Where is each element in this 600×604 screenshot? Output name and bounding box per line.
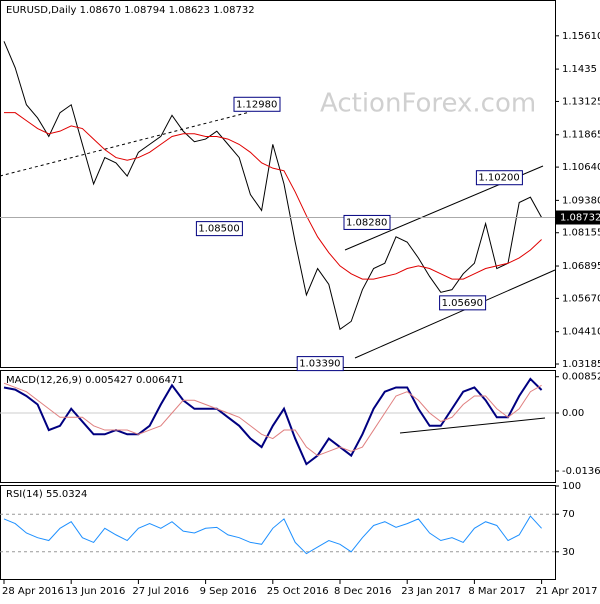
y-tick-label: 0.00 xyxy=(562,408,584,419)
annotation: 1.10200 xyxy=(478,173,519,184)
y-tick-label: 1.11865 xyxy=(562,130,600,141)
macd-trendline xyxy=(399,417,546,434)
y-tick-label: 1.06895 xyxy=(562,261,600,272)
price-pane xyxy=(0,0,556,368)
annotation-box xyxy=(475,170,523,186)
y-tick-label: 30 xyxy=(562,547,575,558)
rsi-pane xyxy=(0,485,556,580)
y-tick-label: 0.008521 xyxy=(562,372,600,383)
y-tick-label: 100 xyxy=(562,481,581,492)
x-tick-label: 23 Jan 2017 xyxy=(401,586,461,597)
annotation: 1.03390 xyxy=(299,359,340,370)
x-tick-label: 8 Dec 2016 xyxy=(334,586,392,597)
annotation: 1.08500 xyxy=(198,224,239,235)
y-tick-label: 70 xyxy=(562,509,575,520)
last-price-box xyxy=(556,210,600,225)
x-tick-label: 9 Sep 2016 xyxy=(200,586,257,597)
rsi-title: RSI(14) 55.0324 xyxy=(6,489,87,500)
annotation: 1.05690 xyxy=(442,298,483,309)
annotation-box xyxy=(195,221,243,237)
y-tick-label: 1.10640 xyxy=(562,162,600,173)
series-line xyxy=(3,515,542,555)
y-tick-label: 1.1435 xyxy=(562,64,597,75)
trendline xyxy=(0,111,251,177)
series-line xyxy=(3,41,543,331)
y-tick-label: 1.15610 xyxy=(562,31,600,42)
series-line xyxy=(4,112,542,280)
annotation-box xyxy=(439,295,487,311)
annotation-box xyxy=(343,214,391,230)
x-tick-label: 8 Mar 2017 xyxy=(468,586,525,597)
x-tick-label: 21 Apr 2017 xyxy=(536,586,598,597)
y-tick-label: 1.13125 xyxy=(562,96,600,107)
series-line xyxy=(3,382,542,457)
y-tick-label: 1.05670 xyxy=(562,293,600,304)
x-tick-label: 13 Jun 2016 xyxy=(65,586,125,597)
annotation: 1.08280 xyxy=(346,217,387,228)
x-tick-label: 25 Oct 2016 xyxy=(267,586,329,597)
header: EURUSD,Daily 1.08670 1.08794 1.08623 1.0… xyxy=(6,5,255,16)
y-tick-label: 1.08155 xyxy=(562,228,600,239)
y-tick-label: 1.04410 xyxy=(562,327,600,338)
macd-title: MACD(12,26,9) 0.005427 0.006471 xyxy=(6,375,184,386)
annotation: 1.12980 xyxy=(236,99,277,110)
x-tick-label: 28 Apr 2016 xyxy=(2,586,64,597)
watermark: ActionForex.com xyxy=(320,89,536,119)
y-tick-label: -0.013624 xyxy=(562,466,600,477)
y-tick-label: 1.09380 xyxy=(562,195,600,206)
y-tick-label: 1.03185 xyxy=(562,359,600,370)
x-tick-label: 27 Jul 2016 xyxy=(132,586,189,597)
channel-bottom xyxy=(354,269,556,359)
last-price-label: 1.08732 xyxy=(560,212,600,223)
macd-pane xyxy=(0,370,556,483)
annotation-box xyxy=(296,356,344,372)
annotation-box xyxy=(233,96,281,112)
series-line xyxy=(3,377,543,466)
